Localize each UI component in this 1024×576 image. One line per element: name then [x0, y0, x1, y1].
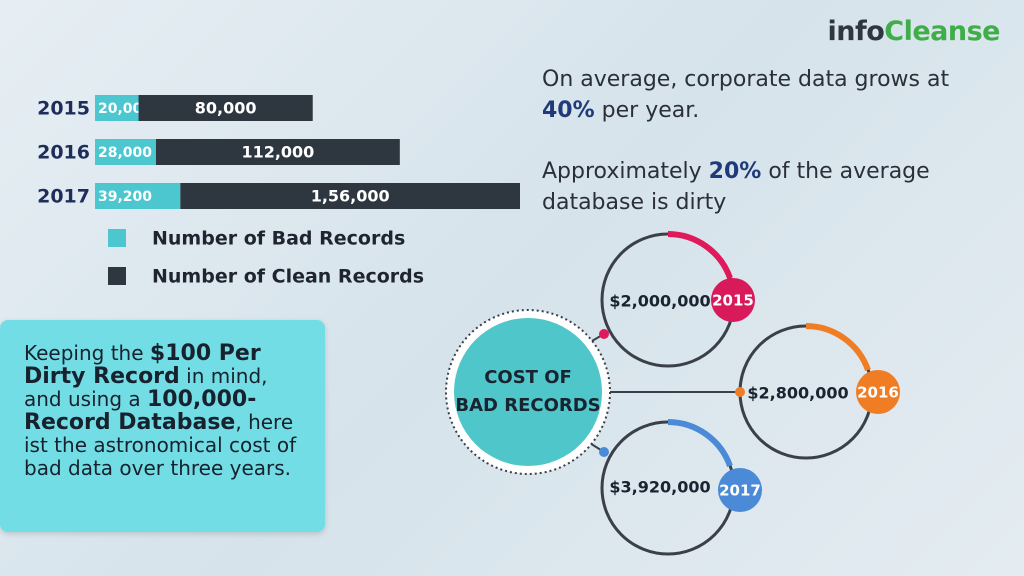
value-label: 28,000 [98, 145, 152, 161]
value-label: 1,56,000 [311, 187, 390, 206]
cost-year: 2015 [712, 292, 754, 310]
bar-segment [95, 139, 156, 165]
bar-segment [95, 183, 181, 209]
text: On average, corporate data grows at [542, 67, 950, 92]
value-label: 112,000 [241, 143, 314, 162]
cost-year: 2016 [857, 384, 899, 402]
bar-segment [95, 95, 139, 121]
note-box: Keeping the $100 Per Dirty Record in min… [0, 320, 325, 532]
highlight: 40% [542, 98, 595, 123]
legend-swatch [108, 229, 126, 247]
bar-segment [155, 139, 400, 165]
legend-label: Number of Clean Records [152, 266, 424, 288]
cost-amount: $2,000,000 [609, 292, 710, 311]
text: , here ist the astronomical cost of bad … [24, 410, 297, 480]
text: in mind, and using a [24, 364, 268, 411]
logo-part: Cleanse [884, 16, 1000, 47]
category-label: 2016 [37, 142, 90, 164]
cost-amount: $2,800,000 [747, 384, 848, 403]
fact: On average, corporate data grows at 40% … [542, 64, 982, 126]
text: Keeping the [24, 341, 150, 365]
fact: Approximately 20% of the average databas… [542, 156, 982, 218]
value-label: 80,000 [195, 99, 257, 118]
category-label: 2017 [37, 186, 90, 208]
text: Approximately [542, 159, 709, 184]
cost-title: BAD RECORDS [455, 395, 600, 416]
text: of the average database is dirty [542, 159, 930, 215]
highlight: $100 Per Dirty Record [24, 341, 261, 389]
legend-label: Number of Bad Records [152, 228, 405, 250]
cost-title: COST OF [484, 367, 572, 388]
cost-amount: $3,920,000 [609, 478, 710, 497]
bar-segment [138, 95, 313, 121]
category-label: 2015 [37, 98, 90, 120]
text: per year. [594, 98, 700, 123]
bar-segment [180, 183, 520, 209]
legend-swatch [108, 267, 126, 285]
cost-year: 2017 [719, 482, 761, 500]
value-label: 39,200 [98, 189, 152, 205]
logo: infoCleanse [828, 16, 1001, 47]
logo-part: info [827, 16, 885, 47]
highlight: 100,000-Record Database [24, 387, 257, 435]
highlight: 20% [708, 159, 762, 184]
